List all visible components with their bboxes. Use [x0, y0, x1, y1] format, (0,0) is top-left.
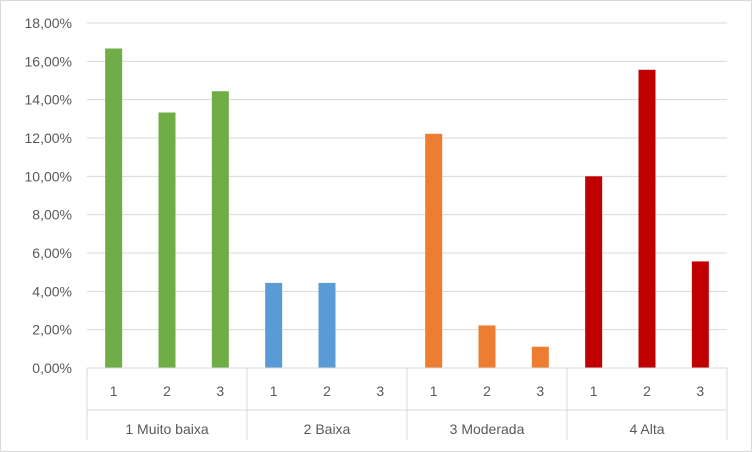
bar: [531, 346, 549, 368]
x-category-label: 2: [163, 383, 171, 399]
x-category-label: 1: [110, 383, 118, 399]
x-group-label: 4 Alta: [629, 421, 664, 437]
x-category-label: 3: [536, 383, 544, 399]
x-category-label: 3: [376, 383, 384, 399]
bar: [425, 133, 443, 368]
gridlines: [87, 22, 727, 331]
x-category-label: 3: [696, 383, 704, 399]
bar: [105, 48, 123, 368]
x-axis: 1 2 3 1 Muito baixa 1 2 3 2 Baixa 1 2 3 3 Moderada 1…: [86, 367, 728, 440]
y-tick-label: 16,00%: [25, 53, 72, 69]
x-category-label: 2: [323, 383, 331, 399]
bar: [638, 69, 656, 369]
y-tick-label: 14,00%: [25, 92, 72, 108]
bar: [211, 91, 229, 368]
x-group-label: 2 Baixa: [304, 421, 351, 437]
x-category-label: 3: [216, 383, 224, 399]
y-tick-label: 10,00%: [25, 168, 72, 184]
bar: [318, 282, 336, 368]
bar: [691, 261, 709, 368]
y-tick-label: 6,00%: [32, 245, 72, 261]
y-tick-label: 12,00%: [25, 130, 72, 146]
bar: [158, 112, 176, 368]
y-tick-label: 8,00%: [32, 207, 72, 223]
y-tick-label: 4,00%: [32, 283, 72, 299]
x-category-label: 1: [590, 383, 598, 399]
bars: [105, 48, 709, 369]
bar: [585, 176, 603, 368]
bar: [478, 325, 496, 368]
x-category-label: 1: [270, 383, 278, 399]
bar: [265, 282, 283, 368]
y-tick-label: 18,00%: [25, 15, 72, 31]
x-group-label: 3 Moderada: [450, 421, 525, 437]
y-tick-label: 0,00%: [32, 360, 72, 376]
y-axis-tick-labels: 0,00% 2,00% 4,00% 6,00% 8,00% 10,00% 12,00% 14,…: [25, 15, 72, 376]
x-category-label: 2: [483, 383, 491, 399]
x-category-label: 2: [643, 383, 651, 399]
y-tick-label: 2,00%: [32, 322, 72, 338]
x-category-label: 1: [430, 383, 438, 399]
x-group-label: 1 Muito baixa: [125, 421, 208, 437]
